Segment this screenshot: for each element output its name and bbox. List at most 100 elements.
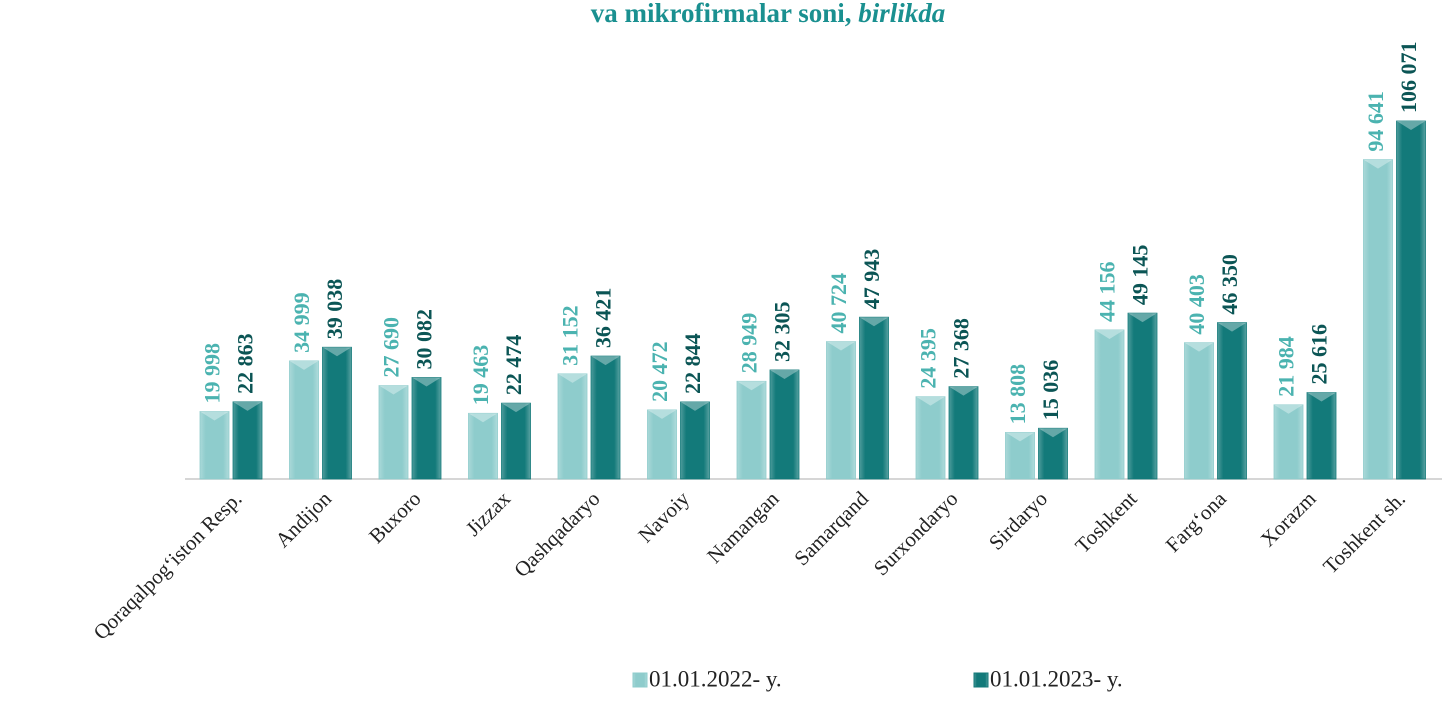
value-label: 19 463 — [468, 345, 493, 406]
bar-bevel — [826, 341, 856, 351]
title-text: va mikrofirmalar soni, — [591, 0, 852, 28]
bar-bevel — [1363, 159, 1393, 169]
value-label: 24 395 — [916, 328, 941, 389]
x-tick-label: Qoraqalpog‘iston Resp. — [89, 487, 247, 645]
bar-bevel — [737, 381, 766, 391]
value-label: 46 350 — [1217, 254, 1242, 315]
bar-bevel — [1095, 329, 1124, 339]
value-label: 22 844 — [680, 333, 705, 394]
legend-swatch — [973, 672, 989, 688]
legend-swatch — [632, 672, 648, 688]
value-label: 49 145 — [1128, 245, 1153, 306]
x-tick-label: Samarqand — [789, 486, 873, 570]
value-label: 34 999 — [289, 292, 314, 353]
value-label: 31 152 — [558, 305, 583, 366]
bar-bevel — [501, 403, 531, 413]
bar — [322, 346, 352, 480]
bar — [1094, 329, 1125, 480]
value-label: 36 421 — [591, 288, 616, 349]
bar — [859, 316, 889, 480]
value-label: 15 036 — [1038, 360, 1063, 421]
bar-bevel — [379, 385, 408, 395]
x-tick-label: Navoiy — [633, 486, 694, 547]
bar — [1363, 159, 1393, 480]
value-label: 28 949 — [737, 313, 762, 374]
value-label: 30 082 — [412, 309, 437, 370]
bar-bevel — [1274, 404, 1303, 414]
bar — [1217, 322, 1247, 480]
bar-bevel — [200, 411, 229, 421]
bar-bevel — [647, 409, 677, 419]
value-label: 27 690 — [379, 317, 404, 378]
value-label: 44 156 — [1095, 261, 1120, 322]
value-label: 47 943 — [859, 249, 884, 310]
bar-bevel — [558, 373, 587, 383]
legend-label: 01.01.2023- y. — [990, 666, 1123, 691]
bar-bevel — [1307, 392, 1336, 402]
value-label: 94 641 — [1363, 91, 1388, 152]
legend-label: 01.01.2022- y. — [649, 666, 782, 691]
value-label: 40 403 — [1184, 274, 1209, 335]
chart-title: va mikrofirmalar soni, birlikda — [591, 0, 946, 28]
value-label: 27 368 — [949, 318, 974, 379]
bar — [826, 341, 856, 480]
x-tick-label: Andijon — [270, 486, 336, 552]
bar-bevel — [468, 413, 498, 423]
title-unit: birlikda — [858, 0, 945, 28]
bar — [1005, 431, 1035, 480]
bar — [647, 409, 677, 480]
value-label: 21 984 — [1274, 336, 1299, 397]
x-tick-label: Jizzax — [461, 486, 515, 540]
x-tick-label: Farg‘ona — [1161, 486, 1232, 557]
bar — [915, 396, 946, 480]
bar-bevel — [289, 360, 319, 370]
bar — [1273, 404, 1304, 480]
bar-bevel — [322, 347, 352, 357]
value-label: 20 472 — [647, 341, 672, 402]
x-tick-label: Toshkent sh. — [1318, 487, 1410, 579]
value-label: 25 616 — [1307, 324, 1332, 385]
x-tick-label: Sirdaryo — [984, 487, 1052, 555]
value-label: 39 038 — [322, 279, 347, 340]
bar — [769, 369, 800, 480]
bar — [411, 377, 442, 480]
bar — [736, 380, 767, 480]
x-tick-label: Xorazm — [1256, 487, 1321, 552]
bar — [1396, 120, 1426, 480]
bar-bevel — [1005, 432, 1035, 442]
value-label: 22 474 — [501, 335, 526, 396]
bar — [1127, 312, 1158, 480]
bar-bevel — [859, 317, 889, 327]
value-label: 13 808 — [1005, 364, 1030, 425]
bar-bevel — [412, 377, 441, 387]
bar-bevel — [591, 356, 620, 366]
bar — [1184, 342, 1214, 480]
bar-bevel — [1128, 313, 1157, 323]
bar-bevel — [1217, 322, 1247, 332]
bar-bevel — [233, 401, 262, 411]
bar — [199, 411, 230, 480]
bar-bevel — [949, 386, 978, 396]
bar-bevel — [1396, 121, 1426, 130]
bar — [468, 412, 498, 480]
bar — [680, 401, 710, 480]
bar — [232, 401, 263, 480]
x-tick-label: Qashqadaryo — [509, 487, 604, 582]
bar — [557, 373, 588, 480]
bar — [1306, 392, 1337, 480]
bar-bevel — [1038, 428, 1068, 438]
bar — [1038, 427, 1068, 480]
bar — [378, 385, 409, 480]
x-tick-label: Buxoro — [364, 487, 426, 549]
bar — [948, 386, 979, 480]
bar-bevel — [1184, 342, 1214, 352]
bar — [501, 402, 531, 480]
bar — [289, 360, 319, 480]
bar-bevel — [916, 396, 945, 406]
bar-bevel — [770, 369, 799, 379]
x-tick-label: Surxondaryo — [869, 487, 963, 581]
value-label: 40 724 — [826, 273, 851, 334]
value-label: 19 998 — [200, 343, 225, 404]
x-tick-label: Namangan — [702, 486, 784, 568]
